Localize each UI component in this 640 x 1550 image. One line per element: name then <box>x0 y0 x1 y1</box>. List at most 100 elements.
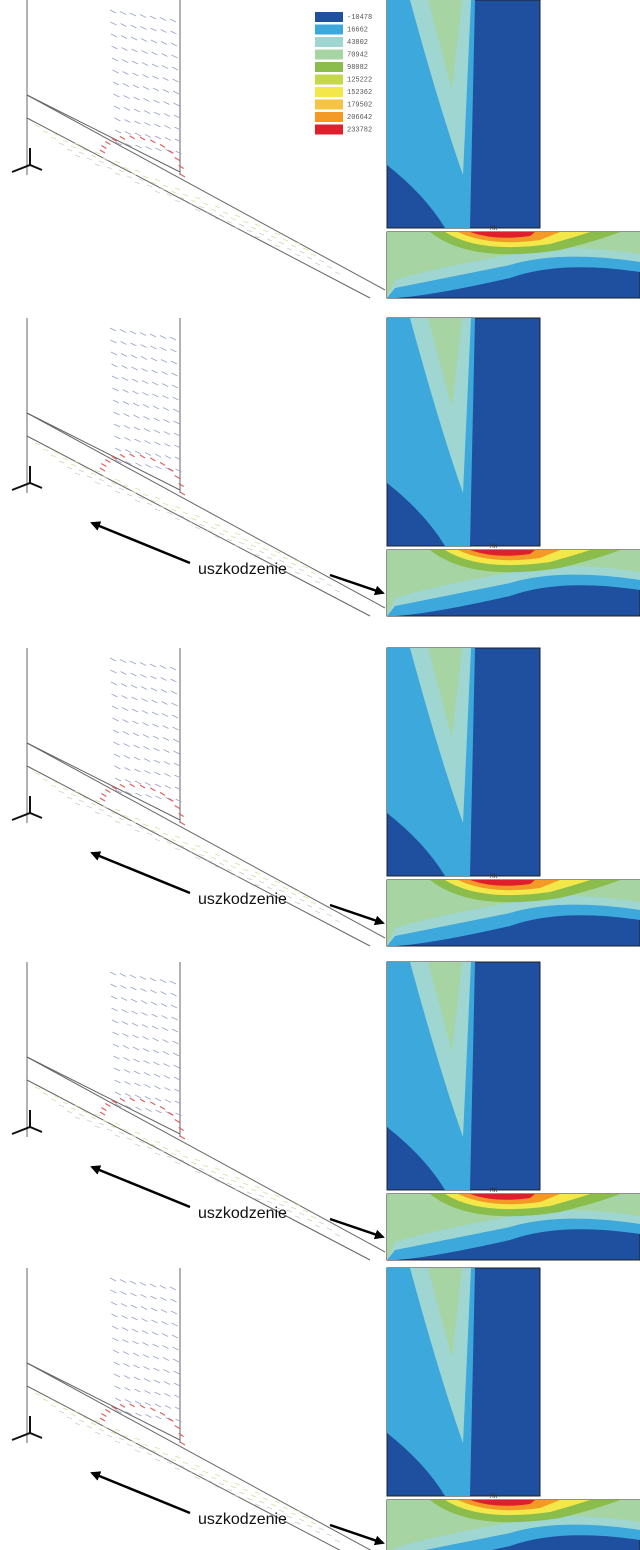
vector <box>144 1379 150 1382</box>
vector <box>120 1098 125 1101</box>
vector <box>144 747 150 750</box>
vector <box>311 1522 316 1524</box>
vector <box>164 762 170 765</box>
vector <box>215 854 220 856</box>
vector <box>123 1352 129 1355</box>
vector <box>179 1128 184 1131</box>
vector <box>123 732 129 735</box>
vector <box>135 1083 141 1086</box>
vector <box>295 902 300 904</box>
vector <box>175 188 180 190</box>
vector <box>101 794 106 797</box>
vector <box>175 1150 180 1152</box>
vector <box>111 1290 117 1293</box>
vector <box>291 1207 296 1209</box>
vector <box>142 1025 148 1028</box>
vector <box>115 436 121 439</box>
outline <box>27 743 180 820</box>
vector <box>267 1507 272 1509</box>
vector <box>143 75 149 78</box>
vector <box>175 476 180 479</box>
vector <box>171 1299 177 1302</box>
vector <box>63 1408 68 1410</box>
vector <box>235 1483 240 1485</box>
vector <box>251 545 256 547</box>
vector <box>243 221 248 223</box>
vector <box>107 815 112 817</box>
vector <box>123 1034 129 1037</box>
vector <box>183 842 188 844</box>
vector <box>67 1417 72 1419</box>
vector <box>150 978 156 981</box>
vector <box>150 1284 156 1287</box>
outline <box>27 413 385 608</box>
vector <box>113 70 119 73</box>
max-label: MX <box>490 225 498 232</box>
vector <box>87 806 92 808</box>
vector <box>283 1201 288 1203</box>
vector <box>141 27 147 30</box>
vector <box>171 1311 177 1314</box>
vector <box>150 16 156 19</box>
vector <box>110 1278 116 1281</box>
vector <box>223 1174 228 1176</box>
vector <box>161 992 167 995</box>
vector <box>124 756 130 759</box>
vector <box>239 1186 244 1188</box>
vector <box>165 444 171 447</box>
vector <box>140 1099 145 1102</box>
vector <box>163 833 168 835</box>
vector <box>107 167 112 169</box>
vector <box>115 821 120 823</box>
vector <box>135 830 140 832</box>
vector <box>195 527 200 529</box>
vector <box>161 30 167 33</box>
vector <box>315 911 320 913</box>
vector <box>247 230 252 232</box>
vector <box>121 684 127 687</box>
vector <box>143 1037 149 1040</box>
vector <box>173 79 179 82</box>
vector <box>125 132 131 135</box>
vector <box>124 96 130 99</box>
legend-label: -10478 <box>347 14 372 22</box>
vector <box>135 170 140 172</box>
vector <box>315 1225 320 1227</box>
vector <box>143 494 148 496</box>
vector <box>131 999 137 1002</box>
vector <box>135 488 140 490</box>
vector <box>319 908 324 910</box>
vector <box>144 111 150 114</box>
vector <box>115 491 120 493</box>
vector <box>165 456 171 459</box>
vector <box>155 124 161 127</box>
vector <box>135 818 140 820</box>
vector <box>115 1398 121 1401</box>
vector <box>142 711 148 714</box>
vector <box>75 1117 80 1119</box>
vector <box>175 1426 180 1429</box>
vector <box>279 242 284 244</box>
vector <box>162 66 168 69</box>
vector <box>43 1093 48 1095</box>
vector <box>275 881 280 883</box>
vector <box>122 1328 128 1331</box>
vector <box>154 1074 160 1077</box>
vector <box>136 1107 142 1110</box>
vector <box>135 1144 140 1146</box>
vector <box>151 28 157 31</box>
vector <box>161 1310 167 1313</box>
vector <box>145 441 151 444</box>
arrow <box>92 1473 190 1513</box>
vector <box>167 194 172 196</box>
vector <box>319 1528 324 1530</box>
legend-label: 16662 <box>347 26 368 34</box>
vector <box>120 136 125 139</box>
vector <box>315 1531 320 1533</box>
vector <box>156 1416 162 1419</box>
vector <box>175 1120 180 1123</box>
vector <box>115 448 121 451</box>
vector <box>87 1120 92 1122</box>
vector <box>141 39 147 42</box>
vector <box>151 40 157 43</box>
